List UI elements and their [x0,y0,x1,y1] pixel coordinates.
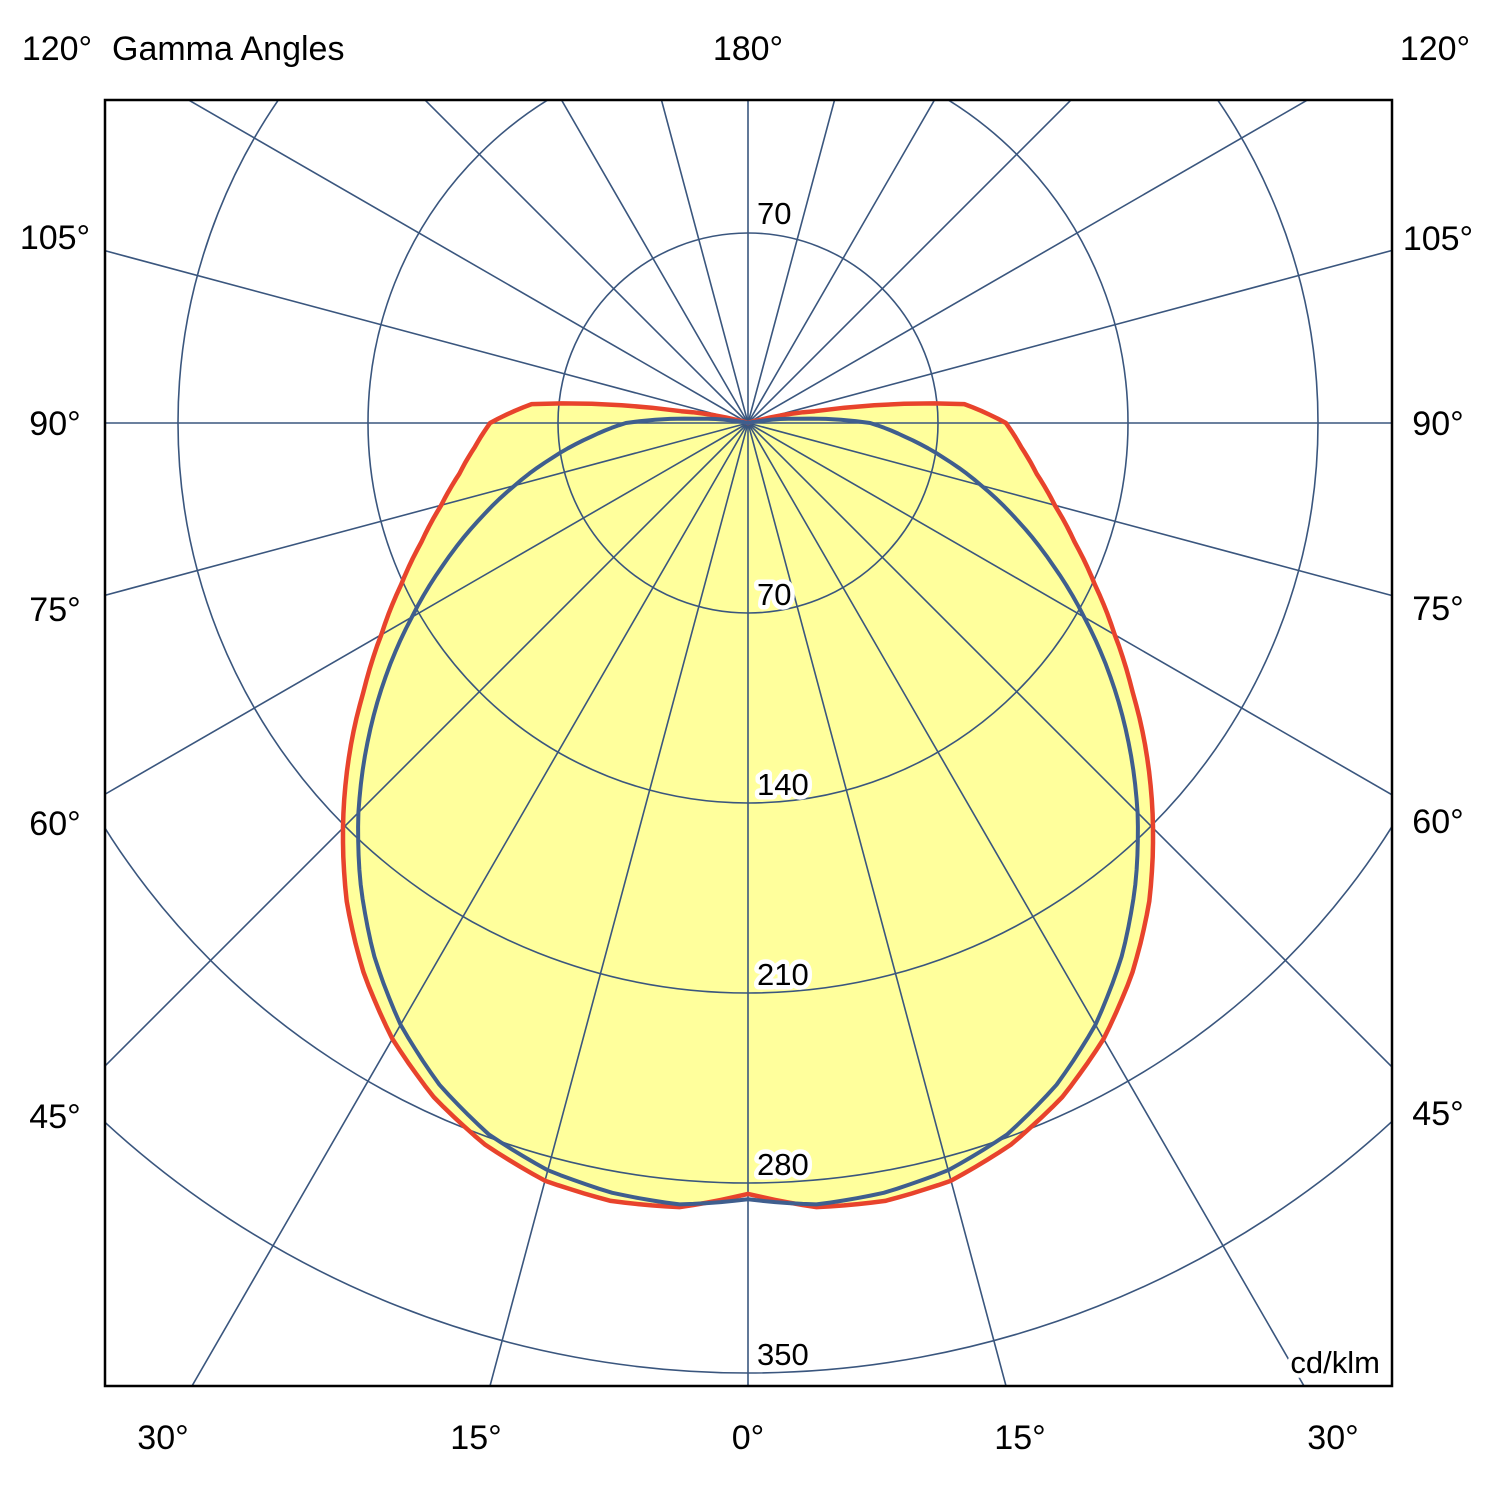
gamma-angle-label-left-45: 45° [29,1098,80,1136]
grid-ray [747,100,836,424]
grid-ray [660,100,749,424]
gamma-angle-label-bottom-4: 30° [1307,1419,1358,1457]
gamma-angle-label-180: 180° [713,30,783,68]
gamma-angle-label-120-right: 120° [1400,30,1470,68]
unit-label: cd/klm [1290,1345,1380,1380]
gamma-angle-label-right-90: 90° [1412,405,1463,443]
grid-ray [747,422,1392,796]
radial-tick-label-upper: 70 [757,196,791,231]
c0-c180-curve [340,401,1156,1210]
grid-ray [105,422,749,597]
grid-ray [423,100,749,424]
gamma-angle-label-bottom-2: 0° [732,1419,765,1457]
gamma-angle-label-120-left: 120° [22,30,92,68]
gamma-angle-label-left-75: 75° [29,591,80,629]
gamma-angle-label-left-60: 60° [29,805,80,843]
gamma-angle-label-bottom-3: 15° [994,1419,1045,1457]
radial-tick-label-350: 350 [757,1337,809,1372]
grid-ray [747,422,1305,1386]
gamma-angle-label-bottom-1: 15° [450,1419,501,1457]
grid-ray [747,249,1392,424]
grid-ray [105,422,749,796]
gamma-angle-label-right-105: 105° [1403,220,1473,258]
plot-border [103,98,1394,1388]
gamma-angle-label-left-90: 90° [29,405,80,443]
c90-c270-curve [356,416,1140,1207]
radial-tick-label-70: 70 [757,577,791,612]
grid-ray [105,249,749,424]
grid-ray [747,422,1392,597]
grid-ray [747,100,1310,424]
grid-ray [191,422,749,1386]
gamma-angle-label-left-105: 105° [20,219,90,257]
grid-ray [186,100,749,424]
grid-ray [105,422,749,1068]
grid-ray [747,422,1392,1069]
grid-ray [747,100,936,424]
radial-tick-label-140: 140 [757,767,809,802]
gamma-angle-label-right-45: 45° [1412,1095,1463,1133]
radial-tick-label-280: 280 [757,1147,809,1182]
grid-ray [747,422,1007,1386]
gamma-angle-label-bottom-0: 30° [137,1419,188,1457]
grid-ray [489,422,749,1386]
grid-ray [747,100,1073,424]
chart-title: Gamma Angles [112,30,344,68]
gamma-angle-label-right-60: 60° [1412,803,1463,841]
grid-ray [560,100,749,424]
radial-tick-label-210: 210 [757,957,809,992]
gamma-angle-label-right-75: 75° [1412,590,1463,628]
